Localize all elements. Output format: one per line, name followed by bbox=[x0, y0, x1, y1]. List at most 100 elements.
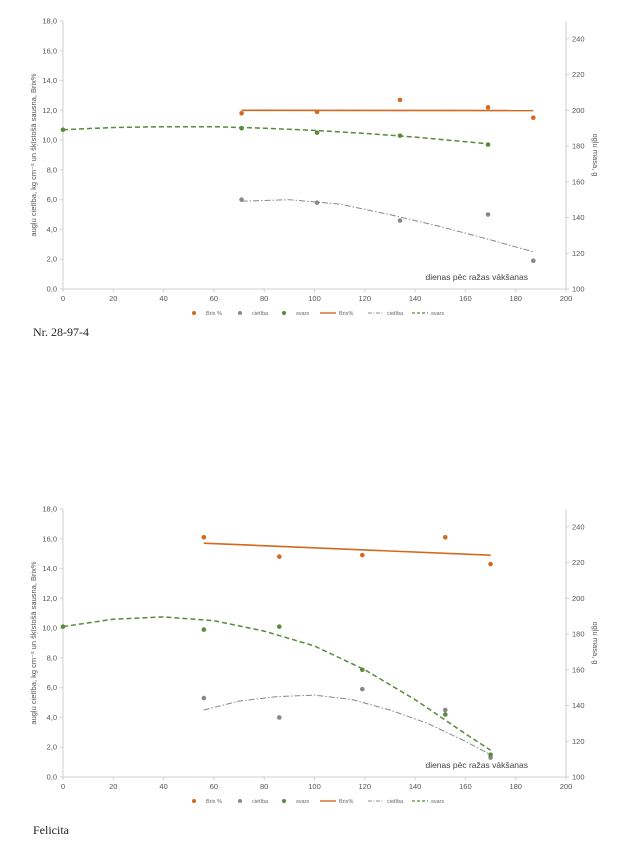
brix-point bbox=[488, 561, 493, 567]
x-tick-label: 160 bbox=[459, 782, 472, 791]
y-left-tick-label: 14,0 bbox=[42, 76, 57, 85]
x-tick-label: 80 bbox=[260, 782, 268, 791]
chart-felicita: 0,0 2,0 4,0 6,0 8,0 10,0 12,0 14,0 16,0 18,0 100 12… bbox=[29, 505, 600, 806]
legend-svars-points-label: svars bbox=[296, 311, 309, 317]
svars-point bbox=[488, 752, 493, 757]
y-right-tick-label: 160 bbox=[572, 177, 585, 186]
x-tick-label: 140 bbox=[409, 294, 422, 303]
x-tick-label: 140 bbox=[409, 782, 422, 791]
y-right-tick-label: 140 bbox=[572, 213, 585, 222]
x-tick-label: 0 bbox=[61, 294, 65, 303]
legend-cietiba-points-label: cietība bbox=[252, 311, 269, 317]
svars-point bbox=[442, 712, 448, 717]
trend-line-svars bbox=[62, 125, 489, 145]
legend-brix-points-label: Brix % bbox=[206, 311, 222, 317]
y-left-tick-label: 18,0 bbox=[42, 505, 57, 514]
y-left-tick-label: 8,0 bbox=[47, 653, 57, 662]
y-right-tick-label: 120 bbox=[572, 249, 585, 258]
cietiba-point bbox=[359, 686, 365, 692]
y-left-tick-label: 12,0 bbox=[42, 594, 57, 603]
svars-point bbox=[485, 142, 491, 147]
x-tick-label: 60 bbox=[210, 294, 218, 303]
cietiba-point bbox=[314, 200, 320, 205]
y-left-axis-label: augļu cietība, kg cm⁻² un šķīstošā sausn… bbox=[29, 73, 38, 237]
x-tick-label: 80 bbox=[260, 294, 268, 303]
cietiba-point bbox=[485, 212, 491, 217]
y-left-tick-label: 12,0 bbox=[42, 106, 57, 115]
chart-caption: Felicita bbox=[33, 823, 69, 837]
y-left-tick-label: 0,0 bbox=[47, 773, 57, 782]
x-tick-label: 180 bbox=[509, 782, 522, 791]
x-tick-label: 60 bbox=[210, 782, 218, 791]
y-right-tick-label: 220 bbox=[572, 70, 585, 79]
y-left-tick-label: 16,0 bbox=[42, 534, 57, 543]
legend-svars-trend-label: svars bbox=[431, 799, 444, 805]
svars-point bbox=[359, 667, 365, 673]
x-tick-label: 180 bbox=[509, 294, 522, 303]
legend-cietiba-points-label: cietība bbox=[252, 799, 269, 805]
chart-nr-28-97-4: 0,0 2,0 4,0 6,0 8,0 10,0 12,0 14,0 16,0 18,0 100 12… bbox=[29, 17, 600, 318]
x-tick-label: 20 bbox=[109, 294, 117, 303]
legend-cietiba-trend-label: cietība bbox=[387, 311, 404, 317]
brix-point bbox=[359, 552, 365, 558]
cietiba-point bbox=[397, 218, 403, 223]
x-tick-label: 40 bbox=[159, 782, 167, 791]
y-left-tick-label: 4,0 bbox=[47, 225, 57, 234]
brix-point bbox=[201, 534, 207, 540]
svars-point bbox=[60, 624, 66, 629]
y-left-tick-label: 16,0 bbox=[42, 46, 57, 55]
y-right-axis-label: ogļu masa, g bbox=[591, 134, 600, 177]
x-tick-label: 120 bbox=[359, 782, 372, 791]
y-left-tick-label: 2,0 bbox=[47, 255, 57, 264]
svars-point bbox=[314, 130, 320, 135]
brix-point bbox=[397, 97, 403, 103]
x-tick-label: 100 bbox=[308, 294, 321, 303]
y-left-tick-label: 10,0 bbox=[42, 624, 57, 633]
y-right-tick-label: 200 bbox=[572, 594, 585, 603]
x-tick-label: 120 bbox=[359, 294, 372, 303]
legend-cietiba-trend-label: cietība bbox=[387, 799, 404, 805]
y-left-tick-label: 6,0 bbox=[47, 195, 57, 204]
cietiba-point bbox=[201, 695, 207, 701]
brix-point bbox=[531, 115, 536, 121]
x-tick-label: 40 bbox=[159, 294, 167, 303]
legend-brix-points-label: Brix % bbox=[206, 799, 222, 805]
legend-brix-points-marker bbox=[192, 311, 196, 315]
trend-line-svars bbox=[62, 616, 492, 751]
y-right-tick-label: 180 bbox=[572, 630, 585, 639]
x-tick-label: 200 bbox=[560, 782, 573, 791]
brix-point bbox=[314, 109, 320, 115]
cietiba-point bbox=[239, 197, 244, 202]
brix-point bbox=[442, 534, 448, 540]
legend-svars-points-marker bbox=[282, 311, 286, 315]
y-left-tick-label: 14,0 bbox=[42, 564, 57, 573]
svars-point bbox=[276, 624, 282, 629]
svars-point bbox=[201, 627, 207, 632]
y-left-tick-label: 10,0 bbox=[42, 136, 57, 145]
legend-svars-points-marker bbox=[282, 799, 286, 803]
cietiba-point bbox=[531, 258, 536, 264]
y-right-axis-label: ogļu masa, g bbox=[591, 622, 600, 665]
x-tick-label: 20 bbox=[109, 782, 117, 791]
x-axis-label: dienas pēc ražas vākšanas bbox=[425, 760, 528, 770]
y-right-tick-label: 100 bbox=[572, 285, 585, 294]
legend-cietiba-points-marker bbox=[238, 799, 242, 803]
svars-point bbox=[60, 127, 66, 132]
y-right-tick-label: 180 bbox=[572, 142, 585, 151]
cietiba-point bbox=[442, 707, 448, 713]
y-left-axis-label: augļu cietība, kg cm⁻² un šķīstošā sausn… bbox=[29, 561, 38, 725]
y-right-tick-label: 120 bbox=[572, 737, 585, 746]
legend-brix-trend-label: Brix% bbox=[339, 799, 353, 805]
svars-point bbox=[397, 133, 403, 138]
brix-point bbox=[276, 554, 282, 559]
y-left-tick-label: 4,0 bbox=[47, 713, 57, 722]
legend-svars-trend-label: svars bbox=[431, 311, 444, 317]
y-right-tick-label: 220 bbox=[572, 558, 585, 567]
y-left-tick-label: 6,0 bbox=[47, 683, 57, 692]
legend-brix-trend-label: Brix% bbox=[339, 311, 353, 317]
chart-caption: Nr. 28-97-4 bbox=[33, 325, 89, 339]
y-right-tick-label: 140 bbox=[572, 701, 585, 710]
brix-point bbox=[239, 111, 244, 116]
x-tick-label: 160 bbox=[459, 294, 472, 303]
y-right-tick-label: 200 bbox=[572, 106, 585, 115]
